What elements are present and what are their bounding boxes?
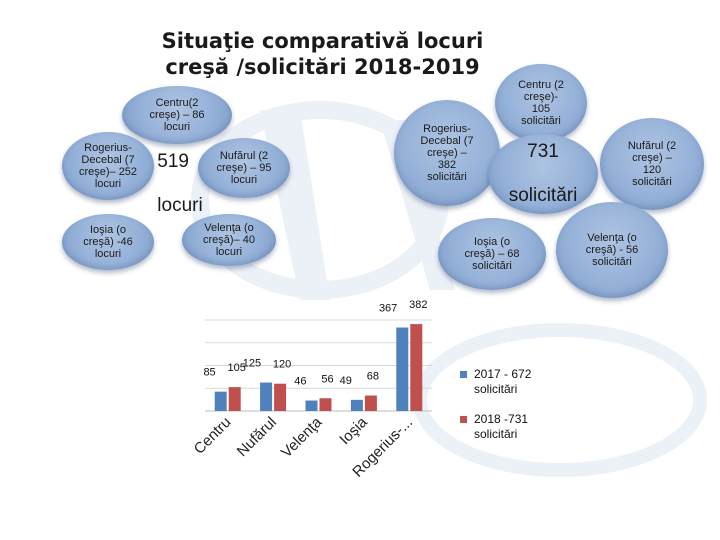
bar-2017 (350, 399, 363, 411)
category-label: Centru (191, 414, 235, 458)
data-label-2017: 85 (203, 367, 215, 379)
title-line-2: creşă /solicitări 2018-2019 (165, 55, 480, 79)
bar-2017 (305, 400, 318, 411)
data-label-2018: 56 (321, 373, 333, 385)
places-total-bubble: 519 locuri (140, 148, 220, 220)
data-label-2018: 68 (367, 371, 379, 383)
bar-2018 (228, 387, 241, 411)
requests-velenta-bubble: Velenţa (o creşă) - 56 solicitări (556, 202, 668, 298)
page-title: Situaţie comparativă locuri creşă /solic… (150, 28, 495, 80)
requests-centru-bubble: Centru (2 creşe)- 105 solicitări (495, 64, 587, 142)
places-total-number: 519 (157, 151, 189, 172)
legend-2017-label: 2017 - 672 solicitări (474, 367, 532, 396)
places-velenta-bubble: Velenţa (o creşă)– 40 locuri (182, 214, 276, 266)
bar-2018 (319, 398, 332, 411)
legend-2018-marker (460, 416, 467, 423)
bar-2018 (364, 395, 377, 411)
requests-iosia-bubble: Ioşia (o creşă) – 68 solicitări (438, 218, 546, 290)
requests-total-bubble: 731 solicitări (488, 134, 598, 214)
category-label: Nufărul (234, 414, 280, 460)
data-label-2017: 367 (379, 303, 397, 315)
data-label-2018: 120 (273, 359, 291, 371)
data-label-2017: 46 (294, 376, 306, 388)
bar-2018 (410, 324, 423, 411)
places-total-unit: locuri (157, 195, 203, 216)
bar-2017 (396, 327, 409, 411)
places-centru-bubble: Centru(2 creşe) – 86 locuri (122, 86, 232, 144)
data-label-2018: 382 (409, 299, 427, 311)
places-rogerius-bubble: Rogerius- Decebal (7 creşe)– 252 locuri (62, 132, 154, 200)
category-label: Velenţa (278, 413, 326, 461)
data-label-2017: 125 (243, 358, 261, 370)
bar-2017 (260, 382, 273, 411)
places-iosia-bubble: Ioşia (o creşă) -46 locuri (62, 214, 154, 270)
bar-2017 (214, 391, 227, 411)
data-label-2017: 49 (340, 375, 352, 387)
legend-2018-label: 2018 -731 solicitări (474, 412, 529, 441)
requests-total-number: 731 (527, 141, 559, 162)
data-label-2018: 105 (228, 362, 246, 374)
legend-2017-marker (460, 371, 467, 378)
bar-2018 (274, 383, 287, 411)
requests-rogerius-bubble: Rogerius- Decebal (7 creşe) – 382 solici… (394, 100, 500, 206)
places-nufarul-bubble: Nufărul (2 creşe) – 95 locuri (198, 138, 290, 198)
requests-total-unit: solicitări (508, 185, 578, 206)
title-line-1: Situaţie comparativă locuri (161, 29, 484, 53)
requests-nufarul-bubble: Nufărul (2 creşe) – 120 solicitări (600, 118, 704, 210)
category-label: Ioşia (336, 413, 371, 448)
